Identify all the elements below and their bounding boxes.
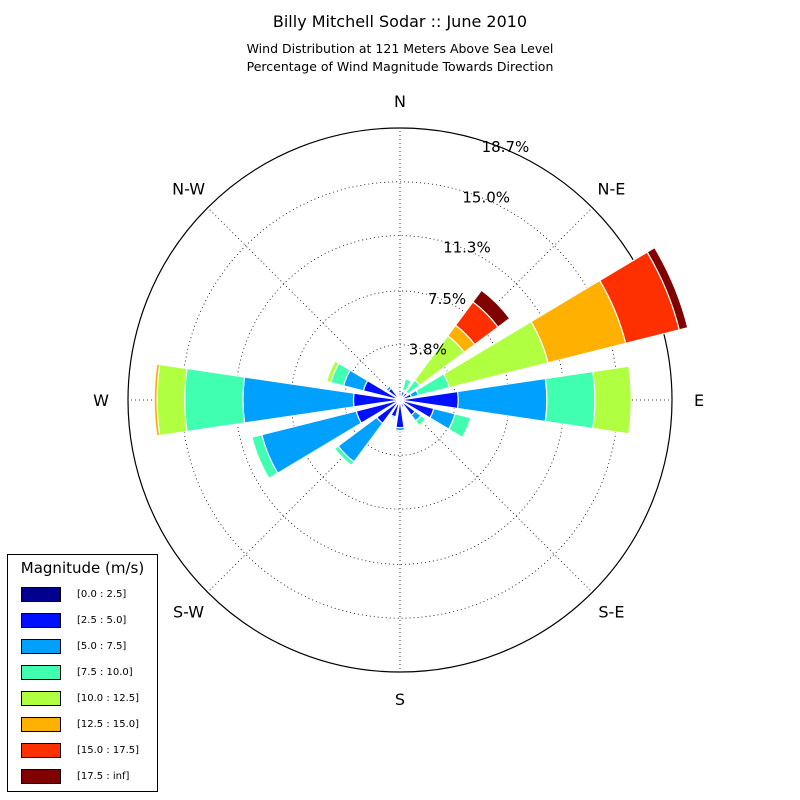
direction-label: N-W (172, 180, 205, 199)
wind-bar-segment (153, 363, 161, 437)
axis-labels: N N-E E S-E S S-W W N-W 3.8% 7.5% 11.3% 15.0% 18.7% (93, 92, 704, 709)
legend-swatch (21, 639, 61, 654)
wind-bar-segment (394, 429, 406, 433)
legend: Magnitude (m/s) [0.0 : 2.5] [2.5 : 5.0] … (7, 554, 158, 792)
legend-title: Magnitude (m/s) (20, 559, 145, 577)
legend-swatch (21, 691, 61, 706)
wind-bars (153, 246, 689, 480)
legend-label: [7.5 : 10.0] (77, 667, 133, 678)
radial-tick-label: 7.5% (428, 290, 466, 308)
legend-swatch (21, 613, 61, 628)
legend-swatch (21, 587, 61, 602)
radial-gridline (399, 399, 593, 593)
legend-swatch (21, 665, 61, 680)
legend-swatch (21, 769, 61, 784)
wind-bar-segment (388, 415, 397, 421)
legend-swatch (21, 743, 61, 758)
wind-bar-segment (251, 433, 279, 480)
radial-gridline (207, 207, 401, 401)
chart-subtitle-line1: Wind Distribution at 121 Meters Above Se… (246, 41, 554, 56)
legend-label: [0.0 : 2.5] (77, 589, 127, 600)
wind-bar-segment (333, 445, 355, 467)
radial-gridline (207, 399, 401, 593)
radial-tick-label: 15.0% (462, 188, 510, 206)
wind-bar-segment (383, 383, 391, 391)
direction-label: S (395, 690, 405, 709)
direction-label: W (93, 391, 109, 410)
legend-label: [10.0 : 12.5] (77, 693, 140, 704)
wind-bar-segment (646, 246, 689, 331)
chart-title: Billy Mitchell Sodar :: June 2010 (272, 12, 528, 31)
legend-swatch (21, 717, 61, 732)
radial-tick-label: 3.8% (409, 340, 447, 358)
wind-bar-segment (401, 378, 413, 393)
wind-bar-segment (418, 418, 428, 428)
direction-label: N-E (597, 180, 625, 199)
direction-label: N (394, 92, 406, 111)
wind-bar-segment (472, 289, 511, 328)
legend-label: [15.0 : 17.5] (77, 745, 140, 756)
radial-tick-label: 18.7% (482, 138, 530, 156)
legend-label: [2.5 : 5.0] (77, 615, 127, 626)
radial-tick-label: 11.3% (443, 239, 491, 257)
wind-bar-segment (156, 363, 188, 437)
chart-subtitle-line2: Percentage of Wind Magnitude Towards Dir… (246, 59, 554, 74)
wind-bar-segment (447, 413, 472, 439)
legend-label: [17.5 : inf] (77, 771, 130, 782)
direction-label: S-E (598, 602, 624, 621)
wind-bar-segment (456, 377, 548, 423)
direction-label: S-W (173, 602, 204, 621)
legend-label: [12.5 : 15.0] (77, 719, 140, 730)
wind-bar-segment (184, 367, 246, 433)
wind-bar-segment (544, 370, 596, 430)
outer-circle (127, 127, 673, 673)
wind-bar-segment (396, 393, 401, 400)
legend-label: [5.0 : 7.5] (77, 641, 127, 652)
wind-bar-segment (325, 360, 340, 384)
wind-bar-segment (592, 365, 632, 435)
direction-label: E (694, 391, 704, 410)
